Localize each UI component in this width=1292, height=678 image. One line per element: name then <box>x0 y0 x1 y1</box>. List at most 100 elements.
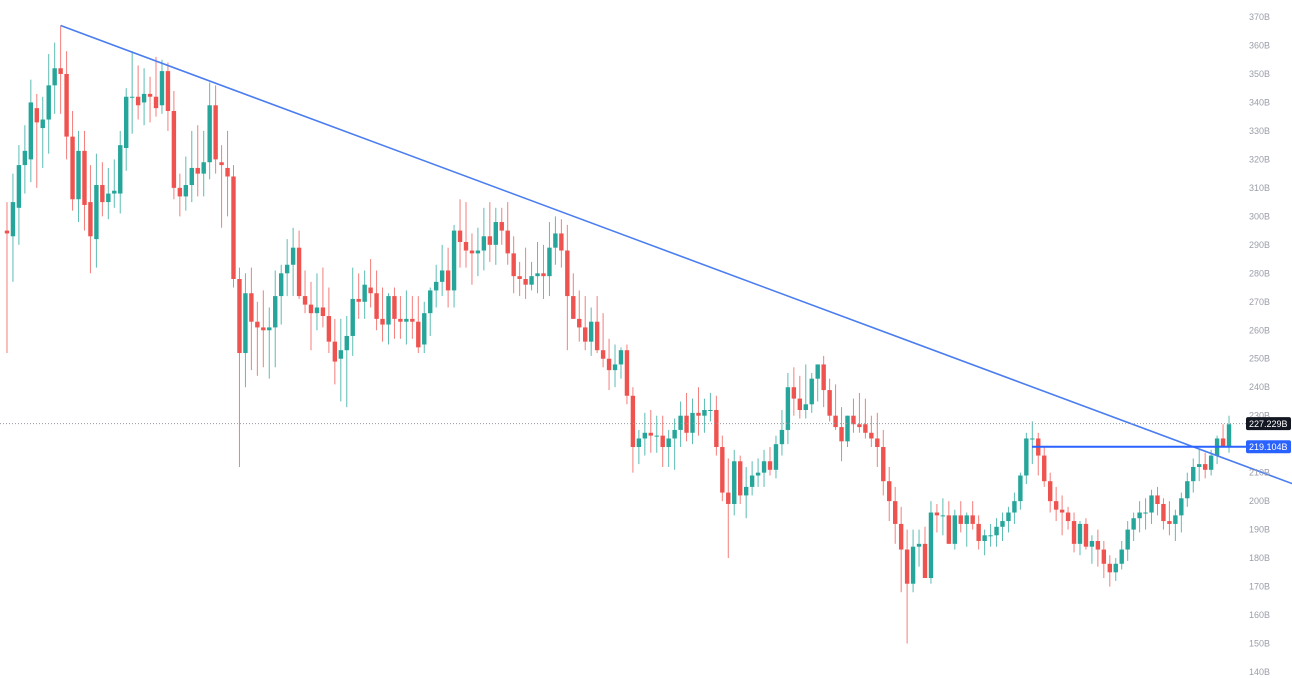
candle-body <box>404 318 409 322</box>
candle-down <box>1042 447 1047 487</box>
candle-up <box>1030 421 1035 465</box>
candle-body <box>1113 563 1118 573</box>
candle-up <box>785 372 791 445</box>
candle-body <box>1018 475 1023 502</box>
candle-up <box>755 458 761 487</box>
candle-body <box>1030 438 1035 440</box>
candle-body <box>457 230 463 242</box>
candle-down <box>559 219 564 268</box>
trendline[interactable] <box>60 24 1292 510</box>
candle-down <box>851 398 856 433</box>
candle-body <box>910 546 916 584</box>
candle-up <box>678 401 683 448</box>
candle-body <box>380 318 385 325</box>
candle-down <box>1095 529 1101 567</box>
candle-up <box>28 79 34 183</box>
candle-body <box>636 438 642 448</box>
candle-body <box>118 145 123 194</box>
y-tick-label: 180B <box>1249 553 1270 563</box>
candle-body <box>982 535 987 541</box>
candle-up <box>1024 432 1029 485</box>
candle-body <box>1161 503 1166 522</box>
candle-body <box>1006 512 1011 522</box>
y-tick-label: 210B <box>1249 468 1270 478</box>
candle-down <box>249 267 254 371</box>
candle-body <box>1131 518 1136 530</box>
candle-up <box>183 156 189 211</box>
candle-down <box>511 236 516 294</box>
candle-body <box>1047 481 1053 502</box>
candle-up <box>749 461 755 496</box>
candle-body <box>1220 438 1226 448</box>
candle-body <box>857 424 862 428</box>
candle-down <box>171 91 177 200</box>
y-tick-label: 160B <box>1249 610 1270 620</box>
candle-up <box>159 59 165 114</box>
candle-down <box>177 173 183 217</box>
candle-down <box>624 344 630 405</box>
candle-up <box>916 529 922 567</box>
candle-up <box>428 287 433 336</box>
candle-body <box>177 187 183 197</box>
candle-body <box>1143 512 1148 514</box>
candle-body <box>1149 495 1154 513</box>
candle-down <box>946 501 952 544</box>
candle-body <box>416 321 421 348</box>
y-tick-label: 340B <box>1249 97 1270 107</box>
candle-body <box>702 410 707 416</box>
candle-down <box>922 526 928 579</box>
candle-body <box>362 284 367 302</box>
candle-down <box>696 387 701 436</box>
candle-down <box>839 407 844 462</box>
candle-up <box>433 264 439 308</box>
y-tick-label: 230B <box>1249 411 1270 421</box>
candle-down <box>1101 541 1107 579</box>
candle-body <box>433 281 439 291</box>
candle-down <box>368 259 373 308</box>
candle-up <box>362 270 367 319</box>
candle-body <box>445 270 451 291</box>
candle-down <box>571 273 576 319</box>
candle-body <box>678 415 683 430</box>
candle-body <box>302 296 308 305</box>
candle-body <box>934 512 940 516</box>
candle-down <box>58 25 63 114</box>
current-price-tag-bg <box>1246 417 1291 431</box>
candle-down <box>767 447 773 476</box>
y-tick-label: 350B <box>1249 69 1270 79</box>
candle-body <box>970 515 975 524</box>
candle-down <box>1155 486 1160 516</box>
candle-up <box>1113 558 1118 581</box>
candle-body <box>64 73 69 137</box>
candle-down <box>469 233 475 285</box>
candle-body <box>755 472 761 476</box>
candle-up <box>809 372 814 413</box>
candle-body <box>642 432 648 439</box>
candle-body <box>338 350 344 359</box>
candle-down <box>326 287 332 354</box>
candle-down <box>320 267 326 328</box>
candle-up <box>314 273 320 331</box>
candle-up <box>338 318 344 402</box>
candle-body <box>511 253 516 277</box>
candle-up <box>475 227 481 277</box>
candle-body <box>493 222 498 245</box>
candle-body <box>273 296 278 328</box>
level-price-tag-text: 219.104B <box>1249 442 1288 452</box>
candle-down <box>445 247 451 308</box>
candle-down <box>887 466 892 522</box>
candle-body <box>994 526 999 536</box>
candle-body <box>565 250 570 297</box>
candle-body <box>869 432 874 439</box>
candle-body <box>583 327 588 342</box>
candle-body <box>916 543 922 547</box>
candle-up <box>273 270 278 368</box>
candle-up <box>940 498 946 536</box>
candle-down <box>517 261 522 297</box>
y-tick-label: 240B <box>1249 382 1270 392</box>
candle-up <box>141 68 147 126</box>
candle-down <box>487 202 493 262</box>
candle-down <box>70 110 75 211</box>
candle-body <box>159 71 165 106</box>
candle-up <box>618 347 624 379</box>
